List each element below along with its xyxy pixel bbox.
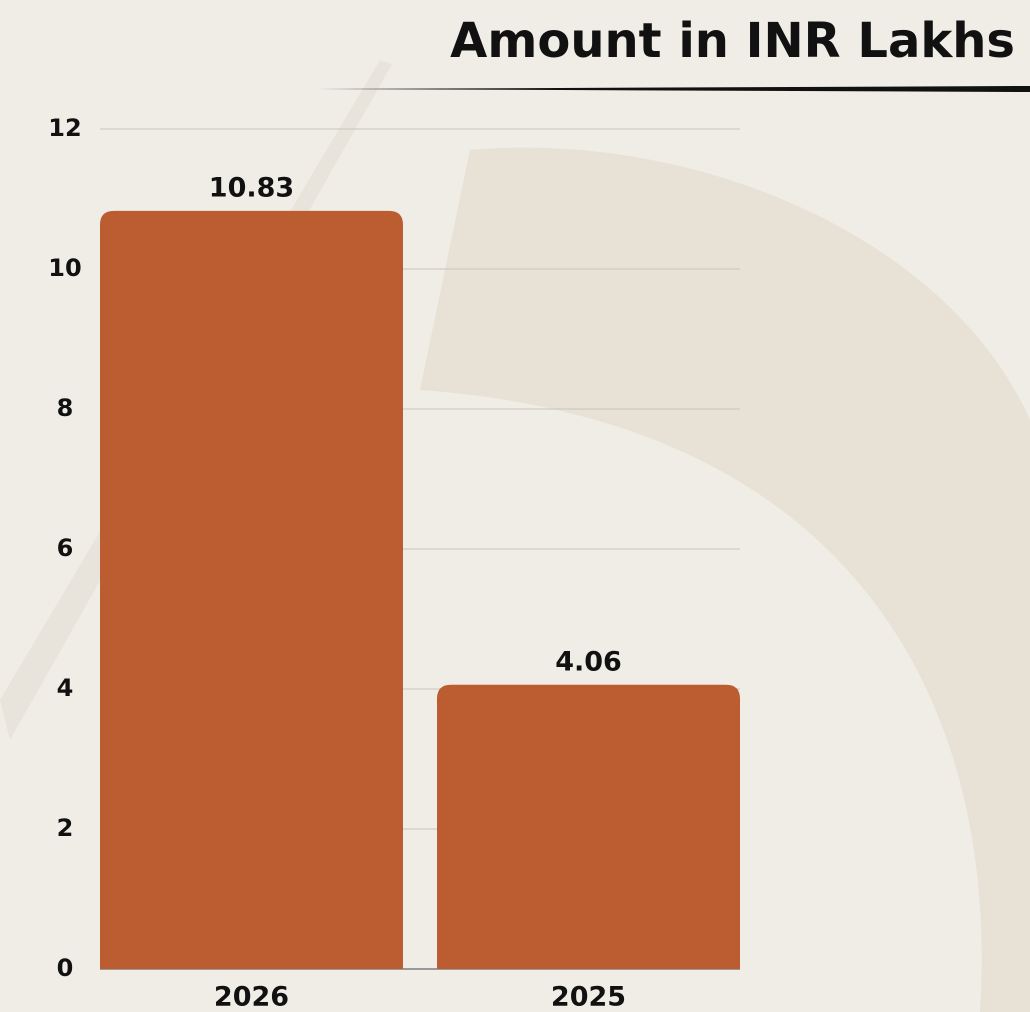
- y-tick-label: 6: [57, 534, 74, 562]
- title-underline: [318, 86, 1030, 92]
- value-label: 10.83: [209, 172, 294, 203]
- bar: [100, 210, 403, 969]
- chart-title: Amount in INR Lakhs: [450, 13, 1015, 69]
- value-label: 4.06: [555, 646, 622, 677]
- y-tick-label: 4: [57, 674, 74, 702]
- y-tick-label: 12: [48, 114, 81, 142]
- y-tick-label: 2: [57, 814, 74, 842]
- bar: [437, 684, 740, 969]
- y-tick-label: 8: [57, 394, 74, 422]
- x-tick-label: 2026: [214, 982, 289, 1012]
- y-tick-label: 0: [57, 954, 74, 982]
- decoration: [420, 147, 1030, 1012]
- x-tick-label: 2025: [551, 982, 626, 1012]
- y-tick-label: 10: [48, 254, 81, 282]
